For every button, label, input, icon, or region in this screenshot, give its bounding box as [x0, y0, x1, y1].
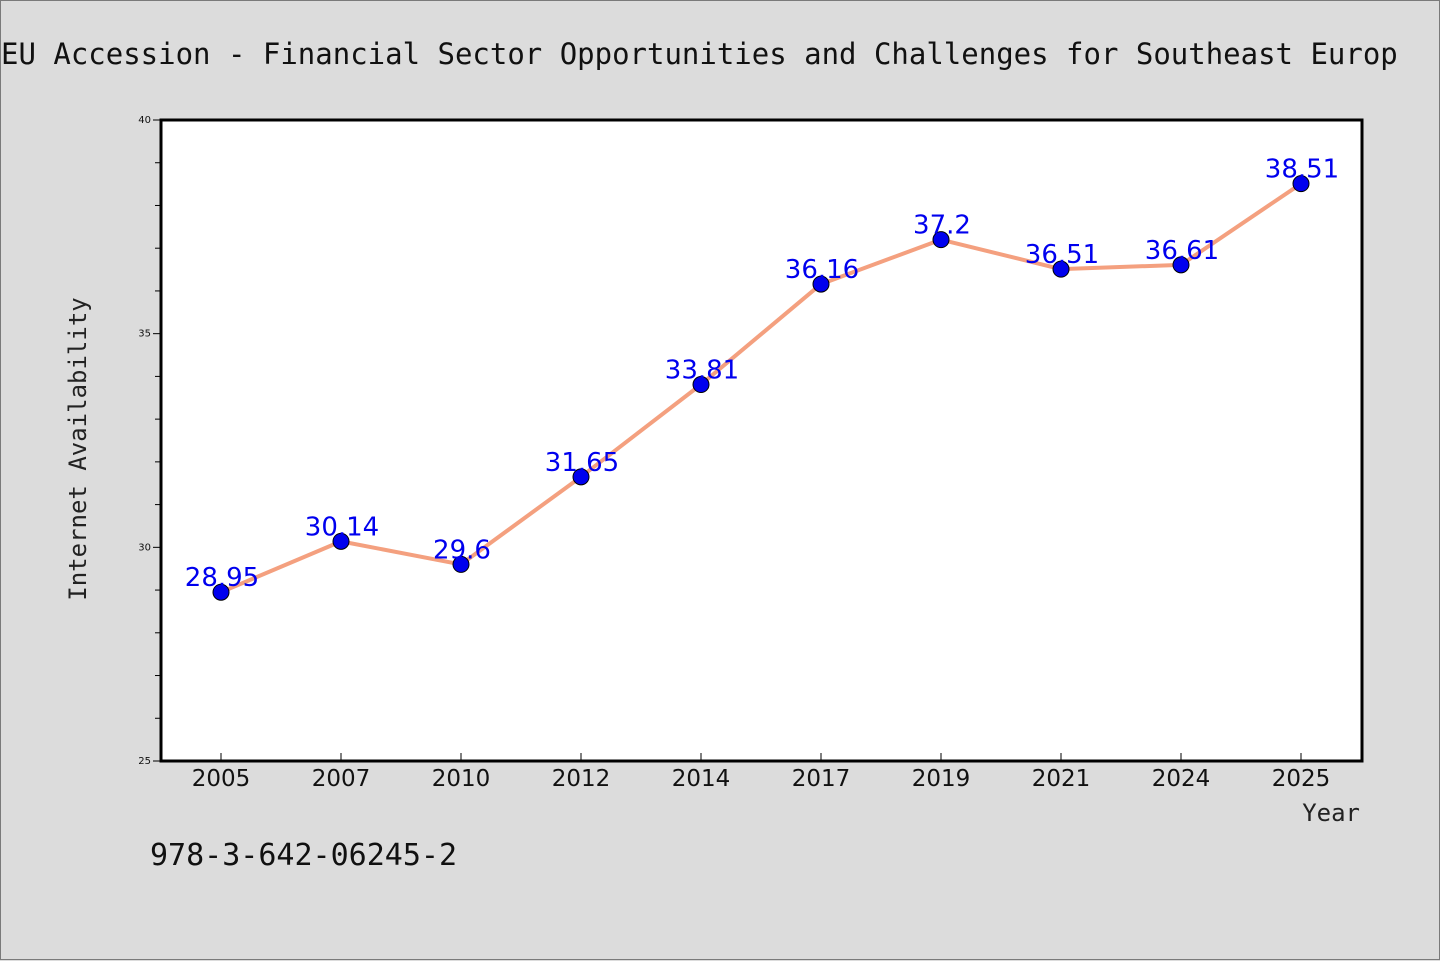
data-label: 38.51 [1265, 155, 1339, 185]
data-point [572, 468, 590, 486]
x-tick-label: 2012 [552, 766, 611, 792]
data-point [692, 376, 710, 394]
data-point [1172, 256, 1190, 274]
x-tick-label: 2025 [1272, 766, 1331, 792]
y-tick-label: 25 [138, 756, 151, 767]
plot-area [159, 118, 1364, 763]
data-point [332, 532, 350, 550]
y-axis: 25 30 35 40 [138, 115, 161, 767]
x-tick-label: 2019 [912, 766, 971, 792]
x-axis-label: Year [1302, 799, 1360, 827]
data-point [1052, 260, 1070, 278]
data-label: 33.81 [665, 356, 739, 386]
x-tick-label: 2007 [312, 766, 371, 792]
data-label: 31.65 [545, 448, 619, 478]
x-tick-label: 2005 [192, 766, 251, 792]
x-tick-label: 2021 [1032, 766, 1091, 792]
y-tick-label: 30 [138, 542, 151, 553]
data-point [452, 555, 470, 573]
data-label: 36.51 [1025, 240, 1099, 270]
series-line [220, 182, 1303, 595]
y-tick-label: 35 [138, 329, 151, 340]
data-point [932, 231, 950, 249]
data-point [212, 583, 230, 601]
data-label: 30.14 [305, 512, 379, 542]
x-tick-label: 2014 [672, 766, 731, 792]
x-tick-label: 2010 [432, 766, 491, 792]
data-label: 29.6 [433, 535, 491, 565]
chart-title: EU Accession - Financial Sector Opportun… [1, 37, 1398, 71]
x-tick-label: 2017 [792, 766, 851, 792]
data-point [1292, 175, 1310, 193]
series: 28.95 30.14 29.6 31.65 33.81 36.16 37.2 36.51 36… [185, 155, 1339, 601]
data-label: 37.2 [913, 211, 971, 241]
y-tick-label: 40 [138, 115, 151, 126]
y-axis-label: Internet Availability [64, 297, 92, 600]
isbn-text: 978-3-642-06245-2 [150, 838, 457, 873]
data-point [812, 275, 830, 293]
data-label: 28.95 [185, 563, 259, 593]
x-tick-label: 2024 [1152, 766, 1211, 792]
data-label: 36.16 [785, 255, 859, 285]
data-label: 36.61 [1145, 236, 1219, 266]
x-axis: 2005 2007 2010 2012 2014 2017 2019 2021 2024 2025 [192, 753, 1331, 792]
